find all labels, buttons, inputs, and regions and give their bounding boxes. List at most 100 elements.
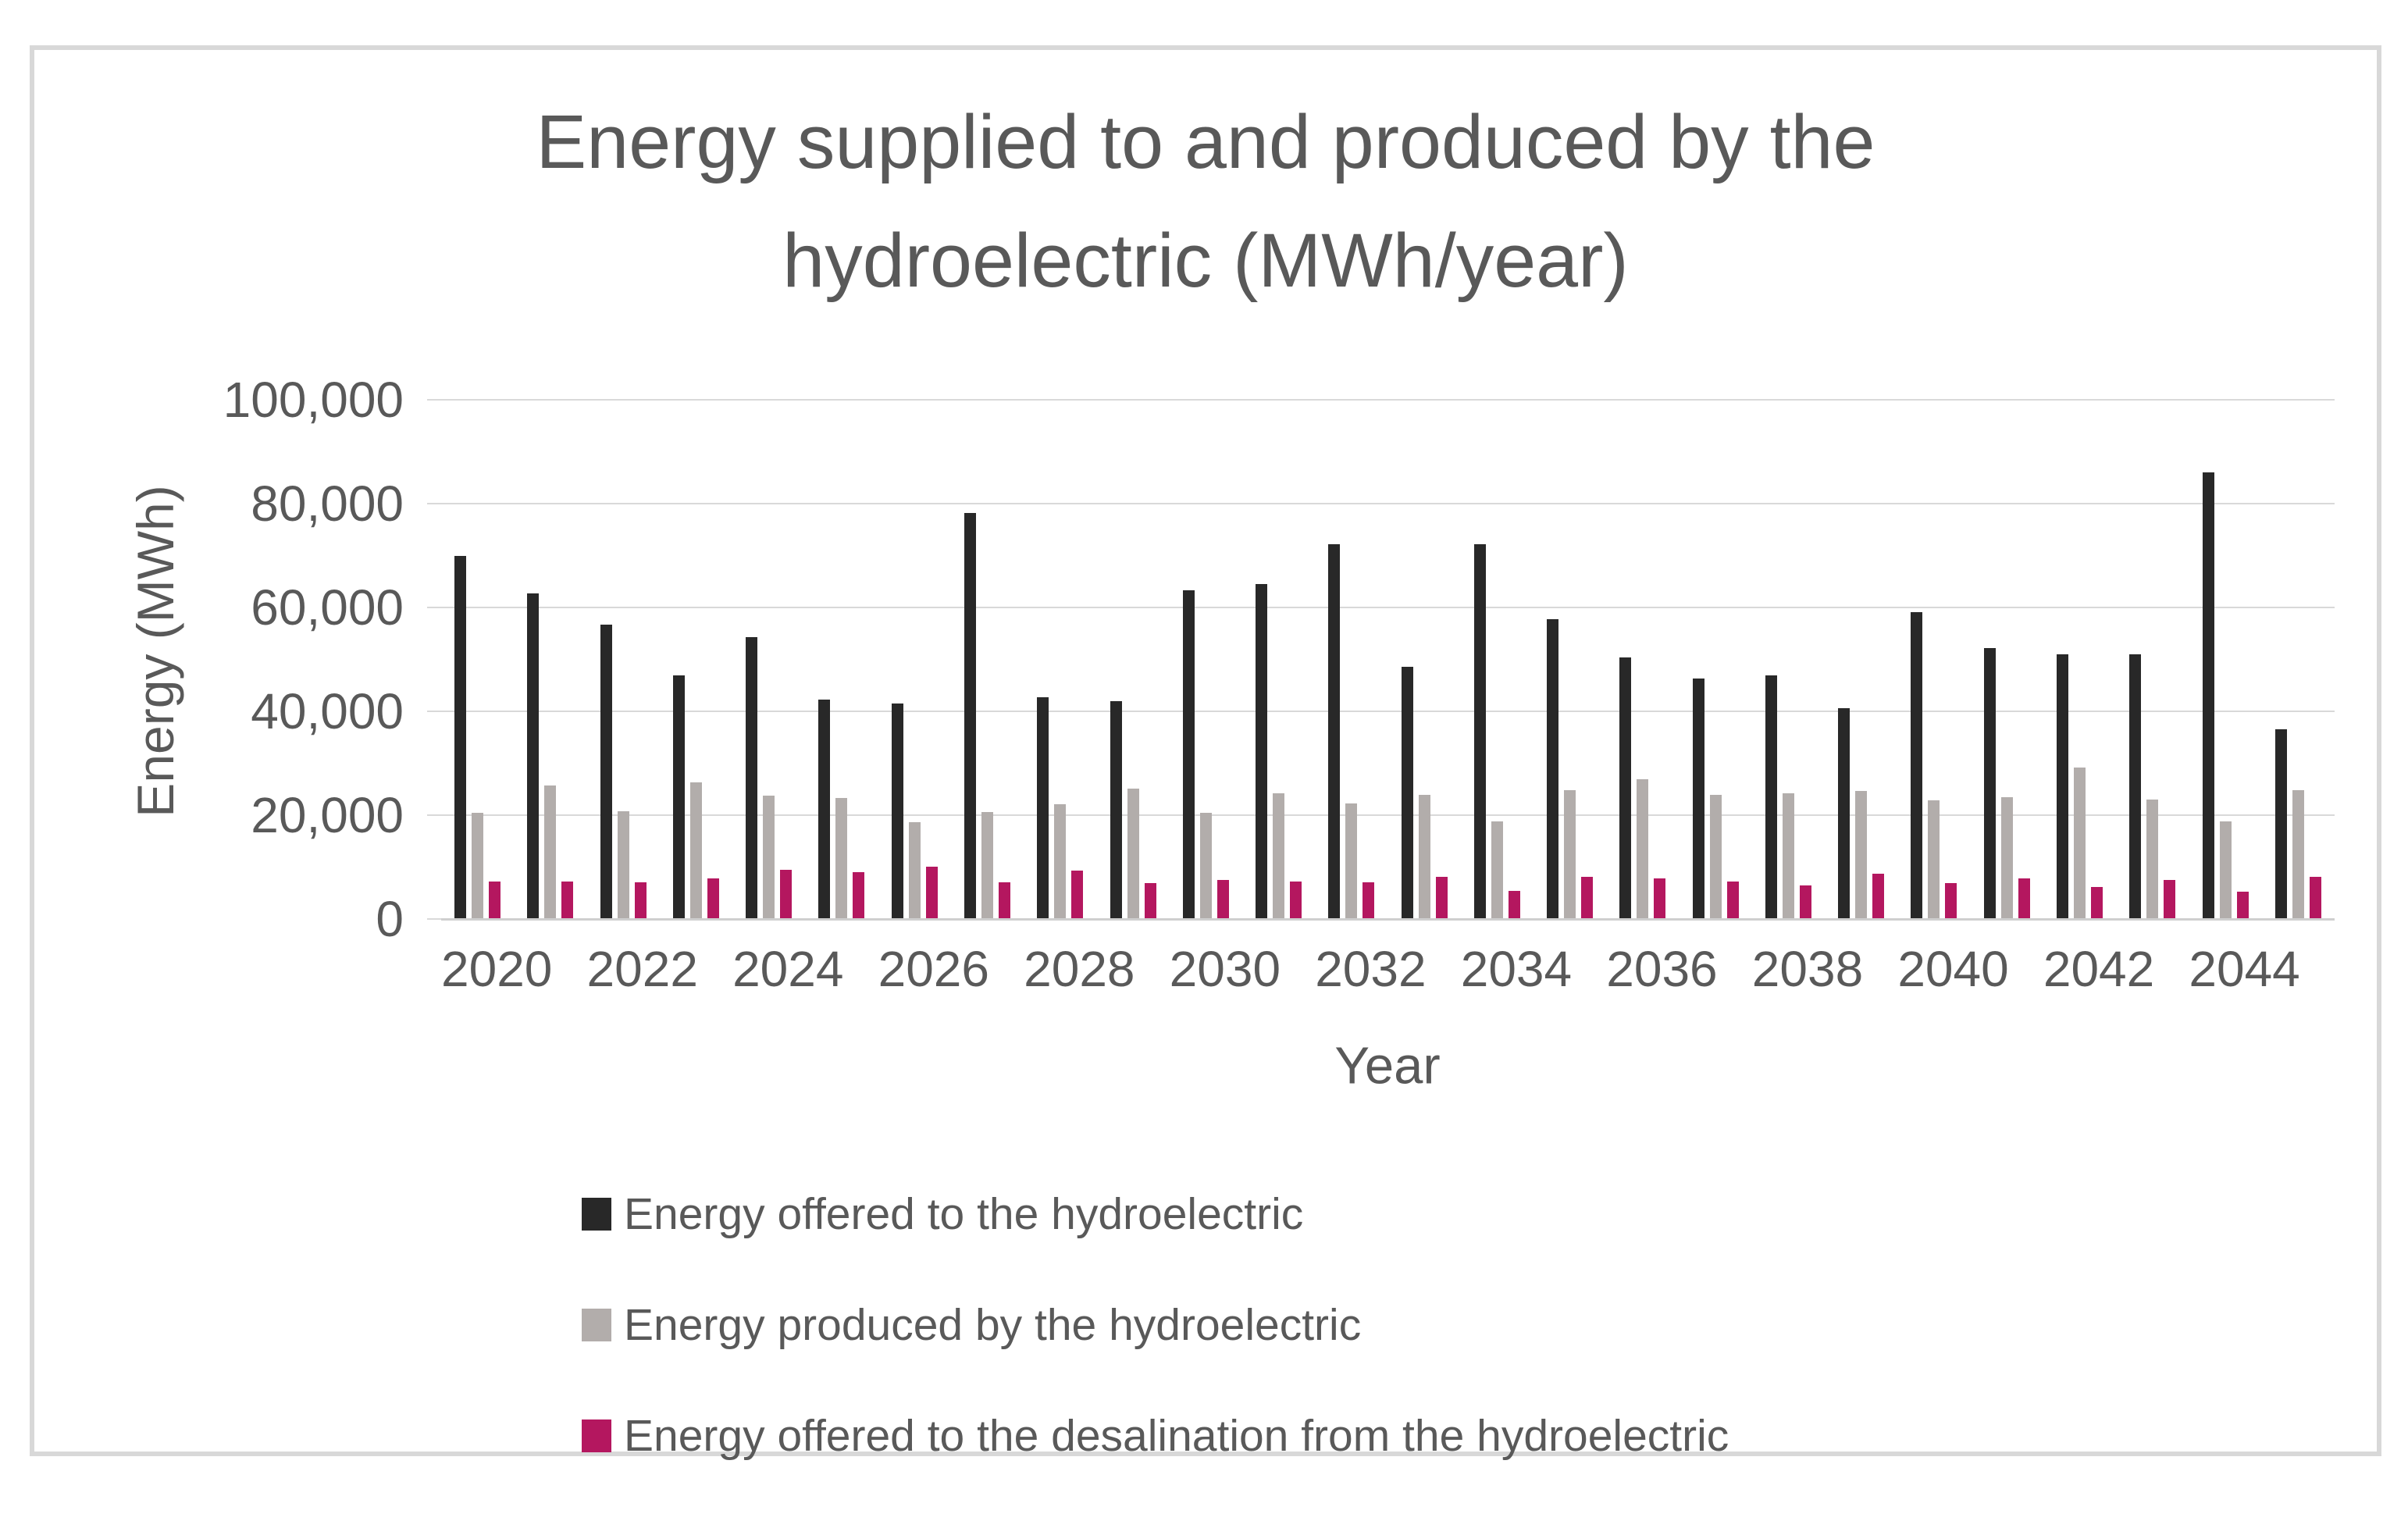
bar (1290, 882, 1302, 918)
bar (1928, 800, 1940, 918)
x-tick-label: 2038 (1751, 941, 1864, 997)
x-tick-label: 2040 (1897, 941, 2009, 997)
x-tick-cell: 2022 (587, 940, 698, 998)
bar (1071, 870, 1084, 918)
bar (617, 811, 629, 918)
bar (1182, 590, 1195, 918)
bar-group-2030 (1182, 399, 1229, 918)
bar (2056, 654, 2068, 918)
x-tick-label: 2026 (878, 941, 989, 997)
bar (835, 798, 848, 918)
y-tick-label: 80,000 (251, 476, 404, 532)
x-axis-tick-row: 2020 2022 2024 2026 2028 2030 2032 2034 2036 2038… (441, 940, 2335, 998)
x-tick-cell: 2044 (2189, 940, 2299, 998)
bar (1945, 883, 1957, 918)
bar (2164, 880, 2176, 918)
chart-title-line-2: hydroelectric (MWh/year) (782, 218, 1629, 303)
legend-swatch (582, 1419, 611, 1452)
bar (1654, 878, 1666, 918)
x-axis-title: Year (1334, 1036, 1441, 1095)
bar (527, 593, 540, 918)
bar (2219, 821, 2232, 918)
bar-group-2040 (1911, 399, 1957, 918)
bar (2000, 797, 2013, 918)
bar (1782, 793, 1794, 918)
bar (1345, 803, 1358, 918)
y-axis-tick-mark (427, 503, 441, 504)
bar-group-2021 (527, 399, 574, 918)
x-tick-label: 2036 (1606, 941, 1718, 997)
bar-group-2045 (2274, 399, 2321, 918)
bar (1637, 779, 1649, 918)
bar (2309, 877, 2321, 918)
x-tick-cell: 2038 (1752, 940, 1863, 998)
bar-group-2037 (1692, 399, 1739, 918)
x-tick-label: 2020 (441, 941, 553, 997)
bar (2202, 472, 2214, 918)
bar-group-2032 (1328, 399, 1375, 918)
x-tick-cell: 2040 (1897, 940, 2008, 998)
x-tick-cell (698, 940, 732, 998)
chart-frame: Energy supplied to and produced by the h… (30, 45, 2381, 1461)
bar (634, 882, 647, 918)
bar (672, 675, 685, 918)
bar (544, 785, 557, 918)
bar (1581, 877, 1594, 918)
y-axis-tick-mark (427, 918, 441, 920)
legend-label: Energy offered to the desalination from … (624, 1411, 1729, 1461)
bar (1547, 618, 1559, 918)
bar (472, 813, 484, 918)
chart-title: Energy supplied to and produced by the h… (34, 83, 2377, 320)
bar (981, 811, 993, 918)
bar (1983, 647, 1996, 918)
bar (853, 872, 865, 918)
legend-item: Energy offered to the hydroelectric (582, 1188, 1729, 1240)
bar (998, 882, 1010, 918)
bar (561, 882, 574, 918)
gridline (441, 711, 2335, 712)
x-tick-cell (1863, 940, 1897, 998)
bar (925, 867, 938, 918)
bar (1855, 791, 1868, 918)
y-tick-label: 100,000 (223, 372, 404, 428)
x-tick-cell: 2032 (1315, 940, 1426, 998)
x-tick-cell (1427, 940, 1461, 998)
bar (1328, 543, 1341, 918)
bar (2129, 654, 2142, 918)
bar (1911, 612, 1923, 918)
bar (2292, 790, 2304, 918)
bar (1401, 667, 1413, 918)
legend-swatch (582, 1198, 611, 1231)
bar (1127, 788, 1139, 918)
gridline (441, 607, 2335, 608)
y-axis-tick-mark (427, 814, 441, 816)
y-axis-tick-mark (427, 711, 441, 712)
plot-area: 100,000 80,000 60,000 40,000 20,000 0 2020 202… (223, 372, 2335, 997)
x-tick-cell (552, 940, 586, 998)
x-tick-cell: 2042 (2043, 940, 2154, 998)
bar-group-2020 (454, 399, 501, 918)
bar-group-2038 (1765, 399, 1811, 918)
bar-group-2033 (1401, 399, 1448, 918)
bar-group-2043 (2129, 399, 2176, 918)
x-tick-label: 2034 (1460, 941, 1573, 997)
bar-group-2026 (891, 399, 938, 918)
x-tick-cell (1718, 940, 1752, 998)
bar-group-2031 (1256, 399, 1302, 918)
bar (1363, 882, 1375, 918)
bar-group-2029 (1110, 399, 1156, 918)
x-tick-cell (2154, 940, 2189, 998)
bar (454, 555, 467, 918)
bar (489, 882, 501, 918)
bar (1709, 795, 1722, 918)
bar (1037, 696, 1049, 918)
bar (780, 870, 793, 918)
legend-item: Energy produced by the hydroelectric (582, 1299, 1729, 1351)
bar (908, 821, 921, 918)
bar (1199, 813, 1212, 918)
bar (891, 704, 903, 918)
legend-item: Energy offered to the desalination from … (582, 1410, 1729, 1462)
y-axis-tick-mark (427, 399, 441, 401)
x-tick-cell: 2024 (732, 940, 843, 998)
bar-group-2034 (1473, 399, 1520, 918)
